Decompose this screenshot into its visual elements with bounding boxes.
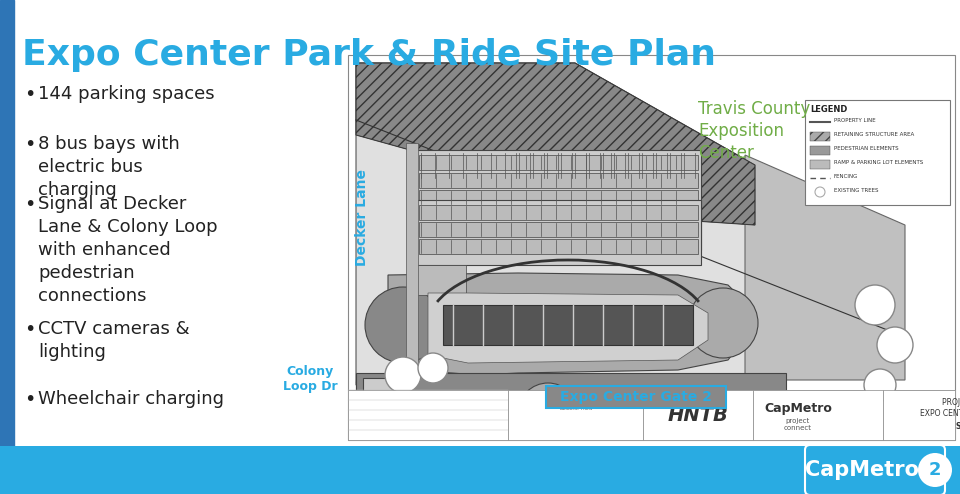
Bar (416, 150, 701, 250)
Text: •: • (24, 320, 36, 339)
Wedge shape (518, 383, 578, 413)
Text: FENCING: FENCING (834, 174, 858, 179)
Bar (810, 132, 830, 141)
FancyBboxPatch shape (805, 445, 945, 494)
Bar (356, 373, 786, 428)
Text: •: • (24, 85, 36, 104)
Bar (348, 390, 508, 440)
Circle shape (877, 327, 913, 363)
Circle shape (365, 287, 441, 363)
Text: Expo Center Park & Ride Site Plan: Expo Center Park & Ride Site Plan (22, 38, 716, 72)
Bar (810, 146, 830, 155)
Text: 2: 2 (928, 461, 941, 479)
Bar (406, 143, 418, 373)
Text: CCTV cameras &
lighting: CCTV cameras & lighting (38, 320, 190, 361)
Text: PROPERTY LINE: PROPERTY LINE (834, 118, 876, 123)
Bar (363, 378, 408, 418)
Text: project
connect: project connect (784, 418, 812, 431)
Text: PEDESTRIAN ELEMENTS: PEDESTRIAN ELEMENTS (834, 146, 899, 151)
Text: PROJECT CONNECT
EXPO CENTER PARK AND RIDE: PROJECT CONNECT EXPO CENTER PARK AND RID… (921, 398, 960, 418)
Text: 8 bus bays with
electric bus
charging: 8 bus bays with electric bus charging (38, 135, 180, 199)
Text: Travis County
Exposition
Center: Travis County Exposition Center (698, 100, 810, 163)
Text: 80% SUBMITTAL: 80% SUBMITTAL (547, 398, 605, 403)
Bar (416, 265, 466, 295)
Polygon shape (428, 293, 708, 363)
Text: RAMP & PARKING LOT ELEMENTS: RAMP & PARKING LOT ELEMENTS (834, 160, 924, 165)
Bar (0, 446, 960, 494)
Circle shape (815, 187, 825, 197)
Polygon shape (745, 155, 905, 380)
Text: LEGEND: LEGEND (810, 105, 848, 114)
Text: •: • (24, 195, 36, 214)
Text: Colony
Loop Dr: Colony Loop Dr (282, 365, 337, 393)
Bar (356, 380, 743, 410)
Text: Signal at Decker
Lane & Colony Loop
with enhanced
pedestrian
connections: Signal at Decker Lane & Colony Loop with… (38, 195, 218, 305)
Circle shape (385, 357, 421, 393)
Text: RETAINING STRUCTURE AREA: RETAINING STRUCTURE AREA (834, 132, 914, 137)
Bar (508, 390, 643, 440)
Bar (419, 190, 698, 205)
Bar (419, 222, 698, 237)
Bar (643, 390, 753, 440)
Circle shape (418, 353, 448, 383)
Text: 144 parking spaces: 144 parking spaces (38, 85, 215, 103)
Text: Expo Center Gate 2: Expo Center Gate 2 (560, 390, 712, 404)
Bar (753, 390, 883, 440)
Circle shape (855, 285, 895, 325)
Text: Decker Lane: Decker Lane (355, 168, 369, 265)
Text: CapMetro: CapMetro (805, 460, 919, 480)
Bar (883, 390, 955, 440)
Bar (443, 305, 693, 345)
Bar (348, 390, 955, 440)
Text: •: • (24, 135, 36, 154)
Bar (419, 173, 698, 188)
Bar (0, 0, 14, 494)
Bar (810, 160, 830, 169)
Bar (416, 200, 701, 265)
Polygon shape (388, 273, 748, 375)
Text: Wheelchair charging: Wheelchair charging (38, 390, 224, 408)
Circle shape (688, 288, 758, 358)
Text: CapMetro: CapMetro (764, 402, 832, 415)
Text: SITE PLAN: SITE PLAN (956, 422, 960, 431)
Bar (419, 205, 698, 220)
Text: DESCRIPTION: DESCRIPTION (560, 406, 592, 411)
Polygon shape (356, 63, 755, 385)
Polygon shape (356, 63, 755, 225)
Text: EXISTING TREES: EXISTING TREES (834, 188, 878, 193)
Text: •: • (24, 390, 36, 409)
Circle shape (918, 453, 952, 487)
Bar (546, 386, 726, 408)
Bar (419, 239, 698, 254)
Text: HNTB: HNTB (667, 406, 729, 424)
Bar (419, 155, 698, 170)
Bar (348, 55, 955, 440)
Circle shape (864, 369, 896, 401)
Bar (805, 100, 950, 205)
